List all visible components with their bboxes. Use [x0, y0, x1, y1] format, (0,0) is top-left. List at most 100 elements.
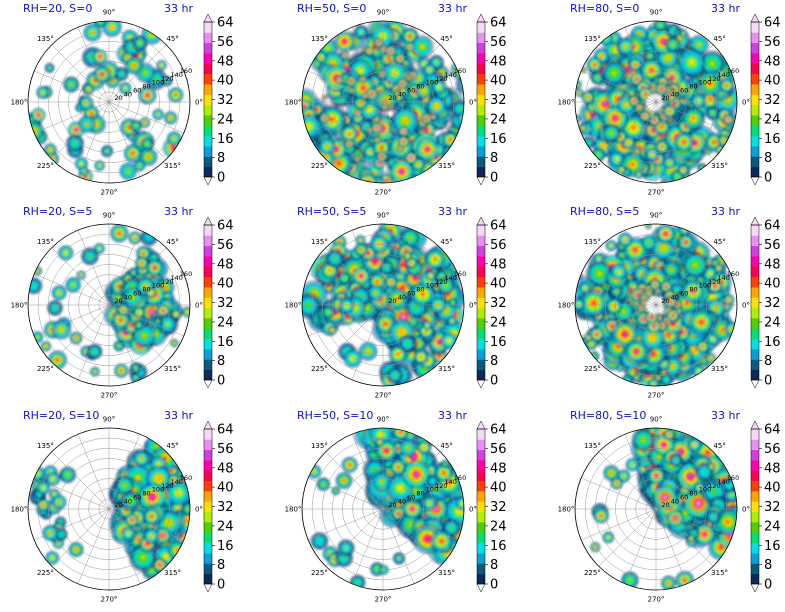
cell-edge: [164, 111, 178, 125]
rain-cell: [132, 64, 136, 68]
grid-spoke: [382, 70, 458, 103]
azimuth-tick-label: 315°: [438, 162, 455, 170]
cell-edge: [416, 138, 439, 161]
rain-cell: [403, 118, 408, 123]
rain-cell: [80, 162, 83, 165]
rain-cell: [87, 88, 90, 90]
rain-cell: [100, 73, 104, 76]
rain-cell: [368, 50, 371, 52]
colorbar-tick-label: 40: [490, 74, 507, 89]
colorbar-tick-label: 24: [764, 112, 781, 127]
rain-cell: [452, 149, 458, 155]
rain-cell: [725, 84, 728, 87]
rain-cell: [49, 148, 52, 151]
rain-cell: [402, 130, 405, 133]
cell-edge: [162, 76, 173, 87]
colorbar-tick-label: 32: [764, 93, 781, 108]
colorbar-tick-label: 56: [217, 35, 234, 50]
colorbar-tick-label: 32: [490, 93, 507, 108]
rain-cell: [463, 82, 464, 87]
colorbar-tick-label: 24: [490, 112, 507, 127]
rain-cell: [668, 110, 671, 113]
colorbar-band: [751, 156, 759, 168]
cell-edge: [385, 45, 397, 57]
rain-cell: [91, 31, 94, 35]
polar-frame: [27, 20, 191, 184]
rain-cell: [447, 149, 457, 159]
azimuth-tick-label: 270°: [648, 189, 665, 197]
colorbar-band: [477, 32, 485, 44]
rain-cell: [450, 147, 461, 158]
cell-edge: [364, 46, 374, 56]
grid-spoke: [77, 101, 110, 177]
rain-cell: [624, 103, 629, 107]
grid-spoke: [108, 44, 167, 103]
rain-cell: [37, 114, 40, 117]
rain-cell: [399, 147, 401, 149]
rain-cell: [377, 41, 380, 44]
cell-edge: [376, 150, 388, 162]
rain-cell: [451, 148, 459, 156]
rain-cell: [659, 24, 662, 26]
colorbar-band: [477, 94, 485, 106]
rain-cell: [381, 73, 383, 75]
grid-spoke: [51, 44, 110, 103]
rain-cell: [710, 61, 715, 66]
colorbar-band: [204, 63, 212, 75]
rain-cell: [399, 57, 401, 60]
colorbar-tick-label: 8: [764, 151, 772, 166]
azimuth-tick-label: 270°: [101, 189, 118, 197]
azimuth-tick-label: 45°: [713, 35, 725, 43]
cell-edge: [66, 134, 84, 153]
rain-cell: [84, 175, 87, 178]
rain-cell: [422, 89, 426, 93]
rain-cell: [651, 153, 654, 156]
rain-cell: [307, 124, 311, 129]
cell-edge: [348, 87, 355, 95]
rain-cell: [446, 150, 455, 159]
colorbar-band: [751, 84, 759, 95]
rain-cell: [462, 81, 464, 88]
rain-cell: [407, 180, 415, 183]
rain-cell: [84, 101, 88, 105]
radius-tick-label: 120: [161, 75, 173, 83]
colorbar-band: [751, 63, 759, 75]
rain-cell: [146, 93, 149, 97]
rain-cell: [444, 146, 460, 162]
colorbar-tick-label: 16: [490, 132, 507, 147]
panel-title: RH=50, S=0: [297, 2, 366, 15]
grid-spoke: [108, 101, 141, 177]
colorbar-extend-high: [476, 13, 486, 23]
rain-cell: [365, 125, 368, 129]
radius-tick-label: 20: [388, 94, 396, 102]
rain-cell: [146, 155, 150, 159]
cell-edge: [135, 63, 155, 83]
colorbar-band: [751, 166, 759, 178]
rain-cell: [457, 130, 464, 142]
rain-cell: [69, 83, 73, 86]
cell-edge: [83, 23, 102, 42]
rain-cell: [435, 104, 439, 108]
rain-cell: [673, 102, 676, 105]
rain-cell: [461, 140, 464, 144]
radius-tick-label: 60: [133, 86, 141, 94]
rain-cell: [455, 133, 464, 147]
rain-cell: [458, 107, 462, 111]
colorbar-tick-label: 16: [764, 132, 781, 147]
rain-cell: [320, 156, 325, 161]
grid-spoke: [382, 44, 441, 103]
rain-cell: [389, 50, 392, 52]
rain-cell: [633, 99, 636, 102]
radius-tick-label: 80: [689, 83, 697, 91]
azimuth-tick-label: 0°: [742, 99, 750, 107]
cell-edge: [44, 143, 57, 156]
radius-tick-label: 80: [416, 83, 424, 91]
radius-tick-label: 20: [661, 94, 669, 102]
rain-cell: [602, 144, 606, 148]
rain-cell: [329, 165, 332, 169]
rain-cell: [362, 177, 374, 183]
rain-cell: [320, 56, 323, 59]
colorbar-band: [751, 94, 759, 106]
